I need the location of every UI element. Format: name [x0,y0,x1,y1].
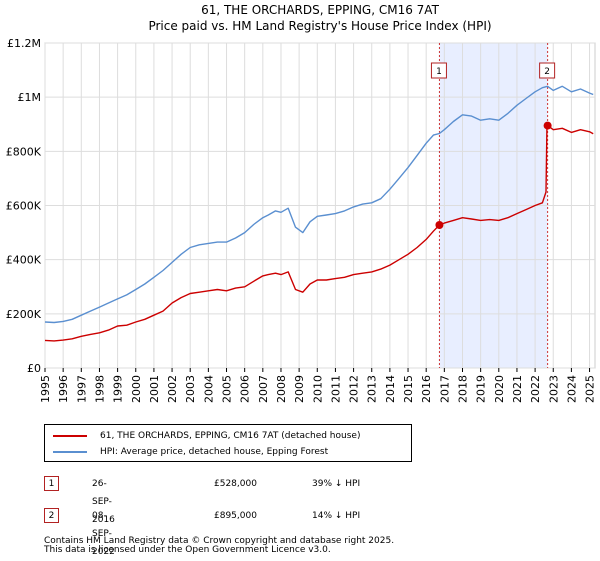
x-tick-label: 1995 [39,375,52,403]
axis-labels: £0 £200K £400K £600K £800K £1M £1.2M 1995 1996 19… [6,37,597,403]
transaction-price: £528,000 [214,479,257,489]
sale-marker-box [539,62,556,79]
x-tick-label: 2009 [293,375,306,403]
x-tick-label: 2016 [420,375,433,403]
sale-marker-label: 2 [544,67,550,77]
y-tick-label: £1M [18,91,42,104]
footer-copyright: Contains HM Land Registry data © Crown c… [44,536,395,546]
transaction-number: 1 [44,476,59,491]
x-tick-label: 2015 [402,375,415,403]
x-tick-label: 2022 [529,375,542,403]
x-tick-label: 2007 [257,375,270,403]
x-tick-label: 2020 [493,375,506,403]
x-tick-label: 1998 [93,375,106,403]
x-tick-label: 2014 [384,375,397,403]
transaction-hpi: 14% ↓ HPI [312,511,361,521]
x-tick-label: 2003 [184,375,197,403]
x-tick-label: 2023 [547,375,560,403]
y-tick-label: £600K [6,200,42,213]
x-tick-label: 2018 [456,375,469,403]
x-tick-label: 2005 [221,375,234,403]
transaction-number: 2 [44,508,59,523]
chart-legend: 61, THE ORCHARDS, EPPING, CM16 7AT (deta… [44,424,412,462]
transaction-hpi: 39% ↓ HPI [312,479,361,489]
y-tick-label: £400K [6,254,42,267]
footer-licence: This data is licensed under the Open Gov… [44,545,331,555]
x-tick-label: 1999 [112,375,125,403]
x-tick-label: 2025 [584,375,597,403]
x-tick-label: 2010 [311,375,324,403]
chart-title: 61, THE ORCHARDS, EPPING, CM16 7AT [201,3,439,17]
legend-line-blue [53,451,87,453]
y-tick-label: £1.2M [7,37,41,50]
transaction-price: £895,000 [214,511,257,521]
y-tick-label: £800K [6,145,42,158]
x-tick-label: 2000 [130,375,143,403]
gridlines [44,42,595,372]
x-tick-label: 2006 [239,375,252,403]
price-chart: 61, THE ORCHARDS, EPPING, CM16 7AT Price… [6,3,597,403]
x-tick-label: 1996 [57,375,70,403]
x-tick-label: 2019 [475,375,488,403]
sale-point [543,121,552,130]
x-tick-label: 2004 [202,375,215,403]
x-tick-label: 2001 [148,375,161,403]
legend-label-hpi: HPI: Average price, detached house, Eppi… [100,447,329,457]
series-line [44,124,594,342]
chart-subtitle: Price paid vs. HM Land Registry's House … [148,19,491,33]
x-tick-label: 2013 [366,375,379,403]
sale-point [435,221,444,229]
y-tick-label: £0 [27,362,41,375]
x-tick-label: 2011 [329,375,342,403]
x-tick-label: 2021 [511,375,524,403]
x-tick-label: 2002 [166,375,179,403]
x-tick-label: 2008 [275,375,288,403]
transaction-date: 08-SEP-2022 [92,511,115,557]
y-tick-label: £200K [6,308,42,321]
series-line [44,85,594,324]
x-tick-label: 2017 [438,375,451,403]
x-tick-label: 2024 [565,375,578,403]
sale-marker-box [430,62,447,79]
transaction-date: 26-SEP-2016 [92,479,115,525]
sale-marker-label: 1 [436,67,442,77]
legend-label-property: 61, THE ORCHARDS, EPPING, CM16 7AT (deta… [100,431,361,441]
x-tick-label: 1997 [75,375,88,403]
legend-line-red [53,435,87,437]
x-tick-label: 2012 [348,375,361,403]
